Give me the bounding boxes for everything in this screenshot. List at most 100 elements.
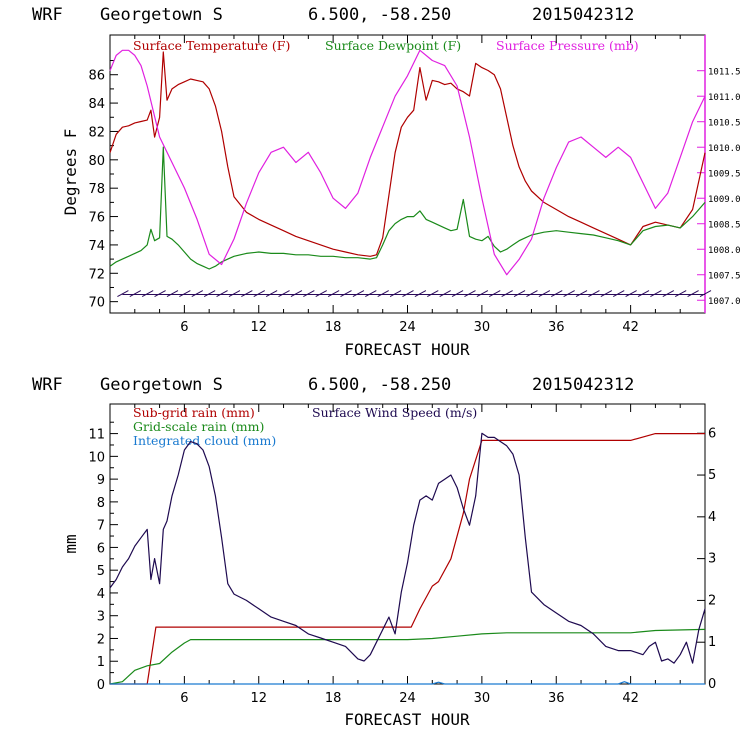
top-y2-tick-label: 1007.0 bbox=[708, 297, 740, 307]
legend-integrated-cloud: Integrated cloud (mm) bbox=[133, 433, 276, 448]
wind-barb bbox=[501, 290, 513, 298]
wind-barb bbox=[563, 290, 575, 298]
series-line-surface-pressure bbox=[109, 49, 706, 276]
bottom-y-tick-label: 5 bbox=[97, 564, 105, 579]
bottom-y2-tick-label: 5 bbox=[708, 468, 716, 483]
legend-grid-scale-rain: Grid-scale rain (mm) bbox=[133, 419, 264, 434]
top-y-tick-label: 72 bbox=[88, 267, 105, 282]
series-line-surface-dewpoint bbox=[109, 146, 706, 270]
bottom-x-axis-label: FORECAST HOUR bbox=[344, 710, 470, 729]
wind-barb bbox=[365, 290, 377, 298]
bottom-y-tick-label: 1 bbox=[97, 655, 105, 670]
top-panel-header: WRF Georgetown S 6.500, -58.250 20150423… bbox=[32, 5, 634, 25]
wind-barb bbox=[303, 290, 315, 298]
wind-barbs-row bbox=[117, 290, 712, 298]
wind-barb bbox=[650, 290, 662, 298]
wind-barb bbox=[129, 290, 142, 298]
wind-barb bbox=[377, 290, 389, 298]
wind-barb bbox=[699, 290, 712, 298]
wind-barb bbox=[513, 290, 526, 298]
top-y2-tick-label: 1011.0 bbox=[708, 93, 740, 103]
bottom-y-tick-label: 0 bbox=[97, 678, 105, 693]
legend-surface-wind-speed: Surface Wind Speed (m/s) bbox=[312, 405, 477, 420]
wind-barb bbox=[179, 290, 191, 298]
bottom-header-location: Georgetown S bbox=[100, 375, 223, 395]
top-y-tick-label: 84 bbox=[88, 97, 105, 112]
top-header-coords: 6.500, -58.250 bbox=[308, 5, 451, 25]
bottom-y-tick-label: 7 bbox=[97, 519, 105, 534]
top-x-tick-label: 24 bbox=[399, 320, 416, 335]
top-x-axis-label: FORECAST HOUR bbox=[344, 340, 470, 359]
bottom-x-tick-label: 18 bbox=[325, 691, 342, 706]
bottom-y-tick-label: 9 bbox=[97, 473, 105, 488]
bottom-y-tick-label: 6 bbox=[97, 541, 105, 556]
wind-barb bbox=[575, 290, 588, 298]
legend-surface-dewpoint: Surface Dewpoint (F) bbox=[325, 38, 461, 53]
wind-barb bbox=[154, 290, 166, 298]
bottom-y2-tick-label: 6 bbox=[708, 426, 716, 441]
bottom-x-tick-label: 24 bbox=[399, 691, 416, 706]
legend-subgrid-rain: Sub-grid rain (mm) bbox=[133, 405, 255, 420]
bottom-y-tick-label: 11 bbox=[88, 428, 105, 443]
bottom-header-coords: 6.500, -58.250 bbox=[308, 375, 451, 395]
wind-barb bbox=[427, 290, 439, 298]
top-y2-tick-label: 1008.0 bbox=[708, 246, 740, 256]
series-line-surface-wind-speed bbox=[109, 432, 706, 664]
bottom-y2-tick-label: 2 bbox=[708, 593, 716, 608]
wind-barb bbox=[278, 290, 290, 298]
wind-barb bbox=[340, 290, 352, 298]
top-x-tick-label: 6 bbox=[180, 320, 188, 335]
series-line-surface-temperature bbox=[109, 51, 706, 257]
wind-barb bbox=[414, 290, 427, 298]
top-legend: Surface Temperature (F) Surface Dewpoint… bbox=[133, 38, 639, 53]
wind-barb bbox=[191, 290, 204, 298]
wind-barb bbox=[588, 290, 600, 298]
top-y2-tick-label: 1007.5 bbox=[708, 272, 740, 282]
bottom-x-tick-label: 42 bbox=[622, 691, 639, 706]
wind-barb bbox=[600, 290, 613, 298]
wind-barb bbox=[451, 290, 464, 298]
top-header-init: 2015042312 bbox=[532, 5, 634, 25]
top-y2-tick-label: 1010.5 bbox=[708, 119, 740, 129]
bottom-panel-header: WRF Georgetown S 6.500, -58.250 20150423… bbox=[32, 375, 634, 395]
wind-barb bbox=[265, 290, 278, 298]
top-x-tick-label: 12 bbox=[250, 320, 267, 335]
wind-barb bbox=[216, 290, 228, 298]
wind-barb bbox=[241, 290, 253, 298]
wind-barb bbox=[290, 290, 303, 298]
bottom-x-tick-label: 30 bbox=[474, 691, 491, 706]
top-y2-tick-label: 1008.5 bbox=[708, 221, 740, 231]
top-x-tick-label: 42 bbox=[622, 320, 639, 335]
top-y2-tick-label: 1009.5 bbox=[708, 170, 740, 180]
wind-barb bbox=[489, 290, 501, 298]
wind-barb bbox=[551, 290, 563, 298]
wind-barb bbox=[439, 290, 451, 298]
wind-barb bbox=[327, 290, 340, 298]
bottom-header-init: 2015042312 bbox=[532, 375, 634, 395]
top-x-tick-label: 30 bbox=[474, 320, 491, 335]
bottom-y-tick-label: 10 bbox=[88, 450, 105, 465]
bottom-x-tick-label: 6 bbox=[180, 691, 188, 706]
bottom-y-tick-label: 8 bbox=[97, 496, 105, 511]
top-y2-tick-label: 1011.5 bbox=[708, 68, 740, 78]
top-y-tick-label: 82 bbox=[88, 125, 105, 140]
top-y2-tick-label: 1010.0 bbox=[708, 144, 740, 154]
legend-surface-pressure: Surface Pressure (mb) bbox=[496, 38, 639, 53]
wind-barb bbox=[203, 290, 216, 298]
top-y-axis-label: Degrees F bbox=[61, 129, 80, 216]
bottom-y-tick-label: 3 bbox=[97, 610, 105, 625]
legend-surface-temperature: Surface Temperature (F) bbox=[133, 38, 290, 53]
top-x-tick-label: 36 bbox=[548, 320, 565, 335]
series-line-sub-grid-rain bbox=[110, 433, 705, 685]
wind-barb bbox=[141, 290, 154, 298]
series-line-grid-scale-rain bbox=[109, 628, 706, 685]
wind-barb bbox=[538, 290, 551, 298]
wind-barb bbox=[389, 290, 402, 298]
top-y-tick-label: 76 bbox=[88, 211, 105, 226]
bottom-y2-tick-label: 4 bbox=[708, 510, 716, 525]
top-y-tick-label: 74 bbox=[88, 239, 105, 254]
wind-barb bbox=[253, 290, 265, 298]
wind-barb bbox=[637, 290, 650, 298]
